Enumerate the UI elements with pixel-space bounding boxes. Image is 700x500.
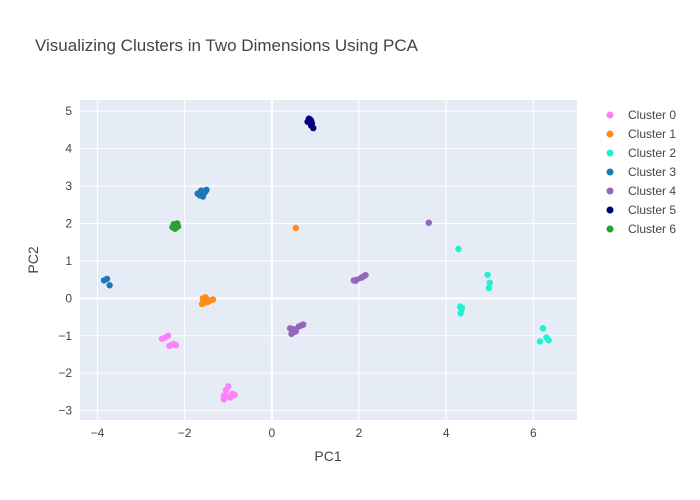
y-axis-title: PC2 — [25, 246, 41, 273]
x-tick-label: 4 — [443, 426, 450, 440]
series-1 — [158, 332, 238, 403]
data-point — [458, 304, 466, 311]
data-point — [164, 332, 172, 339]
legend-marker — [606, 149, 614, 157]
y-tick-label: 3 — [65, 179, 72, 193]
series-6 — [304, 115, 317, 132]
y-tick-label: 5 — [65, 104, 72, 118]
y-tick-label: −3 — [58, 404, 72, 418]
data-point — [307, 117, 315, 124]
y-tick-label: 0 — [65, 291, 72, 305]
plot-area — [80, 100, 577, 420]
y-axis-ticks: −3 −2 −1 0 1 2 3 4 5 — [58, 104, 72, 417]
legend-label: Cluster 6 — [628, 222, 676, 236]
data-point — [457, 310, 464, 317]
y-tick-label: 1 — [65, 254, 72, 268]
data-point — [222, 393, 230, 400]
legend-item[interactable]: Cluster 2 — [606, 146, 677, 160]
data-point — [485, 284, 493, 292]
data-point — [307, 122, 315, 129]
x-tick-label: 2 — [356, 426, 363, 440]
x-tick-label: 0 — [268, 426, 275, 440]
data-point — [209, 296, 217, 303]
legend-label: Cluster 4 — [628, 184, 676, 198]
data-point — [200, 297, 207, 304]
data-point — [199, 193, 207, 200]
x-axis-title: PC1 — [314, 448, 341, 464]
legend-label: Cluster 0 — [628, 108, 676, 122]
y-tick-label: −1 — [58, 329, 72, 343]
data-point — [174, 220, 181, 227]
x-tick-label: −2 — [178, 426, 192, 440]
legend-item[interactable]: Cluster 5 — [606, 203, 677, 217]
grid-lines — [80, 100, 577, 420]
y-tick-label: 4 — [65, 142, 72, 156]
y-tick-label: 2 — [65, 217, 72, 231]
legend: Cluster 0 Cluster 1 Cluster 2 Cluster 3 Clus… — [606, 108, 677, 236]
data-point — [291, 328, 298, 336]
data-point — [103, 275, 111, 283]
data-point — [168, 341, 175, 348]
series-5 — [286, 219, 432, 338]
data-point — [425, 219, 432, 226]
data-point — [455, 245, 462, 253]
data-point — [292, 224, 300, 232]
data-point — [171, 225, 179, 232]
series-3 — [455, 245, 552, 345]
series-4 — [100, 186, 210, 289]
legend-label: Cluster 3 — [628, 165, 676, 179]
series-7 — [169, 220, 182, 232]
data-point — [222, 386, 230, 394]
chart-title: Visualizing Clusters in Two Dimensions U… — [35, 36, 419, 55]
legend-marker — [606, 225, 614, 233]
legend-marker — [606, 130, 614, 138]
data-point — [352, 277, 359, 284]
data-points — [100, 115, 552, 403]
data-point — [158, 335, 166, 342]
legend-label: Cluster 2 — [628, 146, 676, 160]
x-axis-ticks: −4 −2 0 2 4 6 — [91, 426, 537, 440]
legend-item[interactable]: Cluster 3 — [606, 165, 677, 179]
x-tick-label: −4 — [91, 426, 105, 440]
data-point — [106, 282, 113, 289]
data-point — [545, 337, 552, 344]
data-point — [202, 188, 209, 195]
legend-item[interactable]: Cluster 0 — [606, 108, 677, 122]
y-tick-label: −2 — [58, 366, 72, 380]
data-point — [298, 322, 305, 329]
x-tick-label: 6 — [530, 426, 537, 440]
data-point — [536, 338, 544, 345]
legend-item[interactable]: Cluster 6 — [606, 222, 677, 236]
data-point — [359, 273, 366, 281]
legend-item[interactable]: Cluster 1 — [606, 127, 677, 141]
legend-marker — [606, 111, 614, 119]
legend-item[interactable]: Cluster 4 — [606, 184, 677, 198]
legend-label: Cluster 5 — [628, 203, 676, 217]
legend-marker — [606, 168, 614, 176]
legend-marker — [606, 206, 614, 214]
data-point — [486, 279, 494, 286]
data-point — [539, 325, 547, 332]
legend-marker — [606, 187, 614, 195]
legend-label: Cluster 1 — [628, 127, 676, 141]
data-point — [484, 271, 491, 278]
series-2 — [198, 224, 300, 308]
